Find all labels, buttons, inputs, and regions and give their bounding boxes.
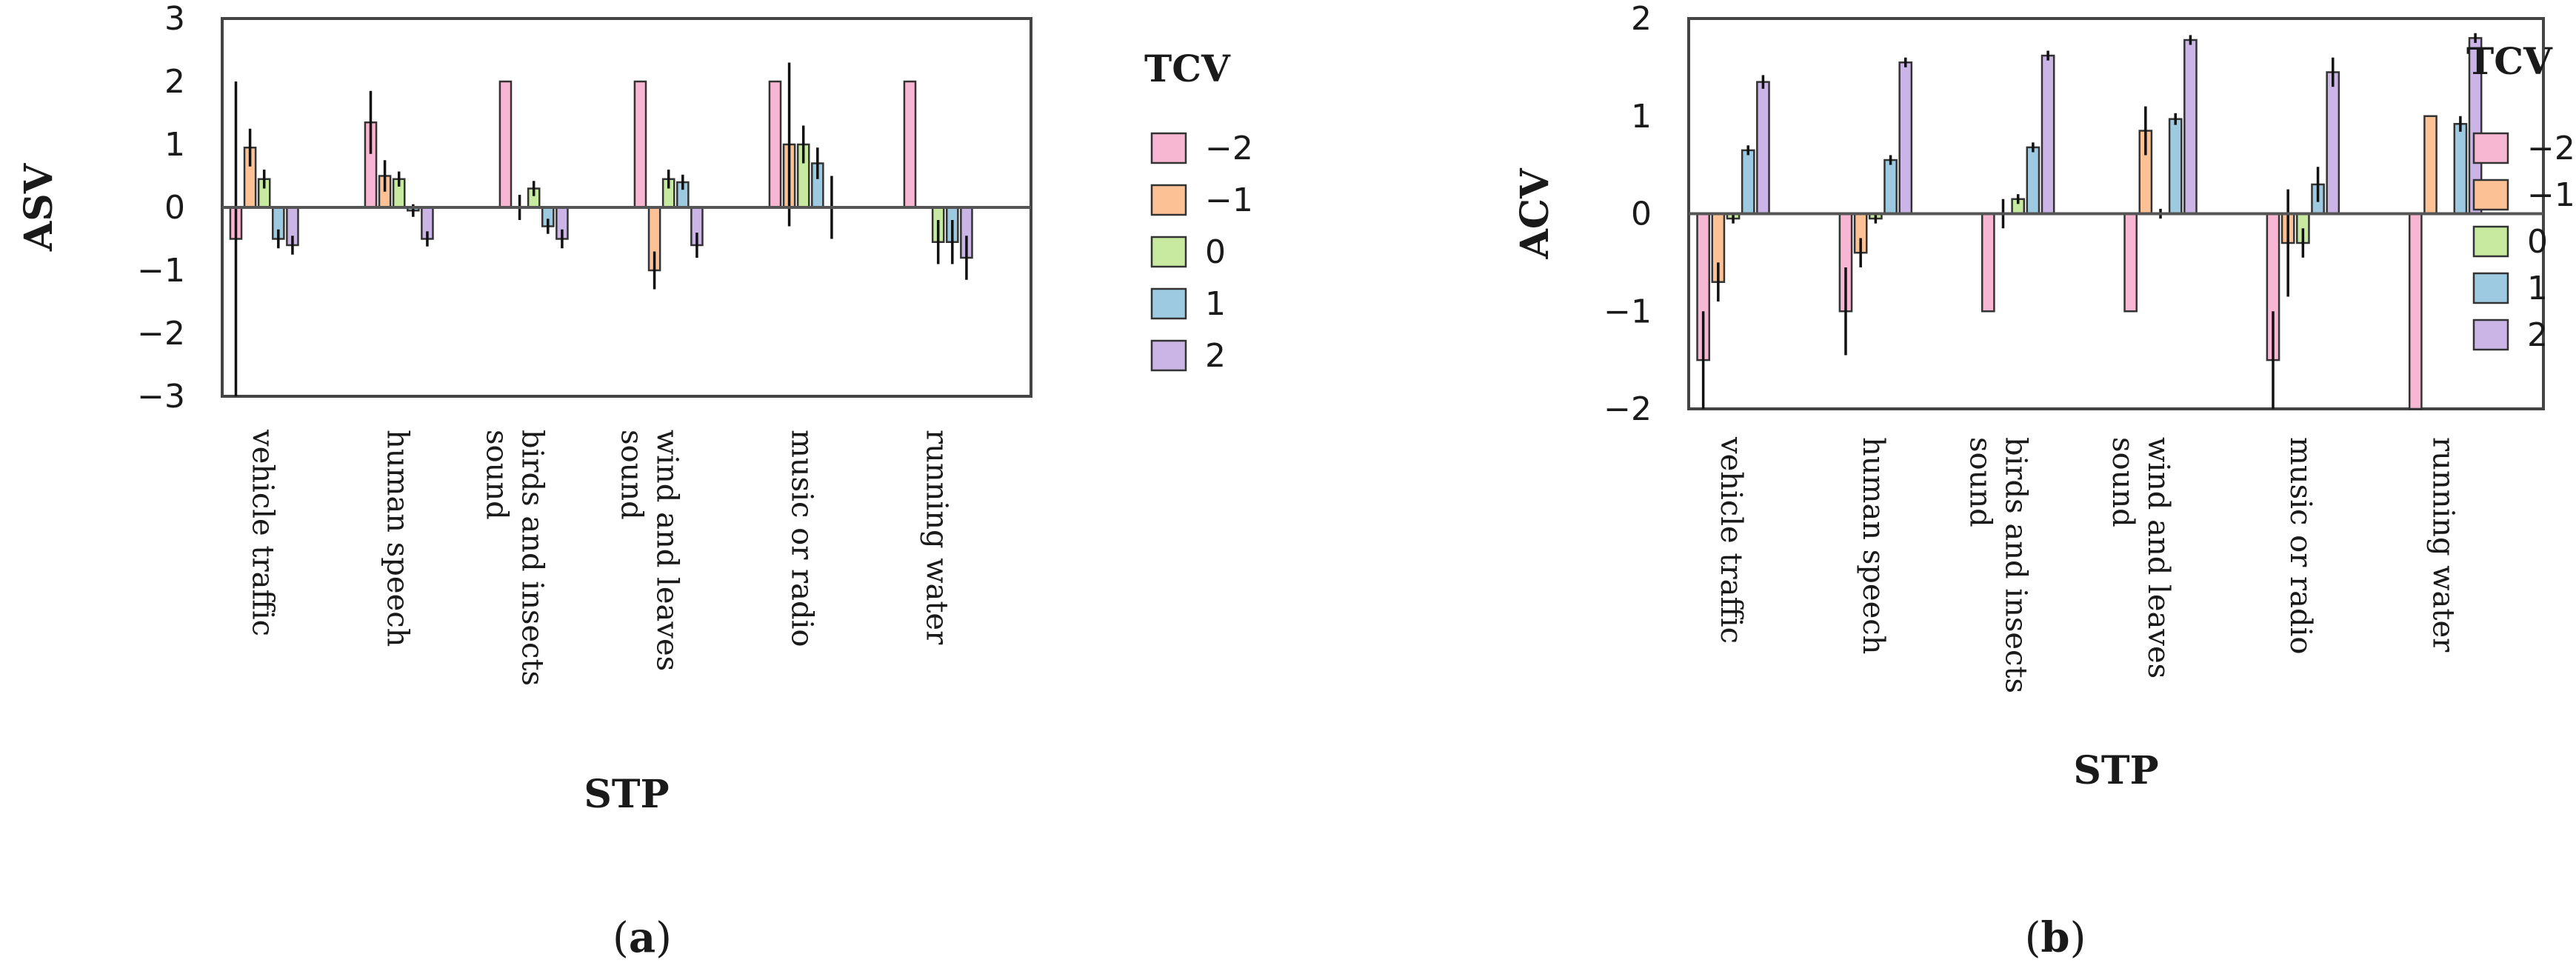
- b-bar--2-2: [1981, 213, 1995, 313]
- b-bar--2-3: [2123, 213, 2138, 313]
- b-legend-swatch-1: [2472, 272, 2509, 304]
- a-bar--2-2: [498, 80, 513, 209]
- a-panel-label-part-1: a: [629, 913, 655, 962]
- b-legend-label-1: 1: [2527, 270, 2548, 307]
- b-ytick--2: −2: [1604, 390, 1652, 428]
- b-bar-1-2: [2026, 146, 2041, 215]
- a-legend-swatch--2: [1150, 132, 1187, 164]
- b-x-axis-title: STP: [2073, 748, 2158, 793]
- b-category-label-3-1: sound: [2106, 437, 2140, 527]
- b-bar--1-5: [2423, 115, 2437, 215]
- b-bar-2-1: [1898, 61, 1913, 215]
- b-legend-title: TCV: [2466, 39, 2553, 83]
- a-panel-label: (a): [613, 913, 672, 962]
- a-legend-label--2: −2: [1205, 130, 1253, 167]
- b-bar-2-4: [2326, 71, 2340, 215]
- a-legend-swatch-2: [1150, 339, 1187, 372]
- a-legend-label-0: 0: [1205, 233, 1226, 271]
- a-bar--2-4: [768, 80, 782, 209]
- a-category-label-3-0: wind and leaves: [650, 430, 684, 671]
- b-bar-1-3: [2168, 118, 2183, 215]
- a-category-label-2-0: birds and insects: [515, 430, 549, 686]
- b-ytick-2: 2: [1631, 0, 1652, 38]
- b-bar-1-1: [1883, 159, 1898, 215]
- b-ytick--1: −1: [1604, 293, 1652, 330]
- a-legend-label-1: 1: [1205, 285, 1226, 323]
- a-ytick--1: −1: [137, 252, 185, 290]
- a-ytick--3: −3: [137, 378, 185, 416]
- a-ytick--2: −2: [137, 315, 185, 353]
- a-category-label-0-0: vehicle traffic: [245, 429, 279, 636]
- b-category-label-4-0: music or radio: [2283, 437, 2318, 655]
- panel-a-asv-chart: 3 2 1 0 −1 −2 −3 ASV vehicle traffic human speech…: [16, 0, 1253, 962]
- a-category-label-3-1: sound: [614, 430, 648, 520]
- a-legend-title: TCV: [1144, 47, 1231, 90]
- a-panel-label-part-0: (: [613, 914, 629, 962]
- b-panel-label: (b): [2025, 913, 2086, 962]
- b-legend-swatch--1: [2472, 179, 2509, 211]
- b-panel-label-part-1: b: [2041, 913, 2069, 962]
- b-category-label-0-0: vehicle traffic: [1714, 436, 1748, 644]
- b-category-label-1-0: human speech: [1856, 437, 1890, 654]
- a-legend-swatch-1: [1150, 287, 1187, 320]
- b-legend-label--2: −2: [2527, 130, 2575, 167]
- a-ytick-3: 3: [164, 0, 185, 38]
- b-legend-swatch-0: [2472, 225, 2509, 258]
- b-category-label-3-0: wind and leaves: [2141, 437, 2175, 678]
- a-panel-label-part-2: ): [655, 914, 672, 962]
- a-ytick-1: 1: [164, 126, 185, 164]
- b-ytick-1: 1: [1631, 98, 1652, 136]
- a-legend-swatch-0: [1150, 236, 1187, 268]
- b-legend-label-2: 2: [2527, 316, 2548, 354]
- b-category-label-5-0: running water: [2426, 437, 2460, 653]
- b-legend-label--1: −1: [2527, 176, 2575, 214]
- b-bar-2-0: [1756, 81, 1770, 215]
- a-legend-swatch--1: [1150, 184, 1187, 216]
- b-legend-label-0: 0: [2527, 223, 2548, 261]
- a-ytick-2: 2: [164, 63, 185, 101]
- b-legend-swatch-2: [2472, 319, 2509, 351]
- b-category-label-2-1: sound: [1963, 437, 1998, 527]
- b-bar-2-3: [2183, 39, 2198, 215]
- a-category-label-5-0: running water: [919, 430, 953, 645]
- panel-b-acv-chart: 2 1 0 −1 −2 ACV vehicle traffic human speech bir…: [1512, 0, 2575, 962]
- a-category-label-1-0: human speech: [380, 430, 414, 647]
- a-legend-label--1: −1: [1205, 181, 1253, 219]
- b-y-axis-title: ACV: [1512, 167, 1558, 260]
- a-ytick-0: 0: [164, 189, 185, 227]
- b-bar--2-5: [2408, 213, 2423, 410]
- a-x-axis-title: STP: [584, 772, 669, 817]
- b-legend-swatch--2: [2472, 132, 2509, 164]
- a-category-label-4-0: music or radio: [784, 430, 818, 647]
- a-bar--2-3: [633, 80, 647, 209]
- a-bar--2-5: [903, 80, 917, 209]
- b-ytick-0: 0: [1631, 196, 1652, 233]
- b-bar-1-0: [1741, 149, 1755, 215]
- b-bar-1-5: [2453, 123, 2468, 215]
- b-bar-2-2: [2041, 54, 2055, 215]
- a-legend-label-2: 2: [1205, 337, 1226, 375]
- a-y-axis-title: ASV: [16, 162, 61, 252]
- b-panel-label-part-2: ): [2070, 914, 2086, 962]
- a-category-label-2-1: sound: [479, 430, 513, 520]
- b-category-label-2-0: birds and insects: [1999, 437, 2033, 693]
- b-panel-label-part-0: (: [2025, 914, 2041, 962]
